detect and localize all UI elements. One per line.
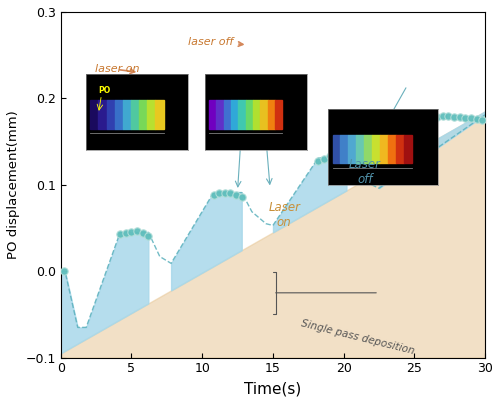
- Point: [215, 190, 223, 197]
- Point: [331, 154, 339, 160]
- Point: [144, 233, 152, 239]
- Point: [238, 194, 246, 200]
- Point: [210, 192, 218, 198]
- Point: [456, 114, 464, 120]
- Point: [139, 230, 147, 237]
- Point: [438, 112, 446, 119]
- Point: [226, 190, 234, 197]
- Point: [416, 118, 424, 125]
- Point: [450, 113, 458, 120]
- Text: Laser
off: Laser off: [349, 158, 381, 186]
- Point: [337, 156, 345, 162]
- Point: [433, 113, 441, 120]
- Point: [410, 121, 418, 127]
- Point: [314, 157, 322, 164]
- X-axis label: Time(s): Time(s): [244, 381, 302, 396]
- Point: [60, 268, 68, 274]
- Point: [122, 230, 130, 237]
- Point: [320, 156, 328, 162]
- Text: Laser
on: Laser on: [268, 201, 300, 229]
- Point: [128, 229, 136, 235]
- Point: [232, 192, 240, 198]
- Point: [478, 117, 486, 123]
- Point: [133, 228, 141, 235]
- Y-axis label: PO displacement(mm): PO displacement(mm): [7, 110, 20, 259]
- Point: [422, 116, 430, 123]
- Point: [342, 157, 350, 164]
- Point: [462, 115, 469, 121]
- Text: laser off: laser off: [188, 37, 243, 47]
- Point: [444, 112, 452, 119]
- Point: [116, 231, 124, 237]
- Text: laser on: laser on: [94, 64, 139, 75]
- Point: [326, 153, 334, 160]
- Point: [221, 189, 229, 196]
- Text: Single pass deposition: Single pass deposition: [300, 319, 416, 357]
- Point: [467, 115, 475, 121]
- Point: [428, 114, 436, 120]
- Point: [472, 116, 480, 123]
